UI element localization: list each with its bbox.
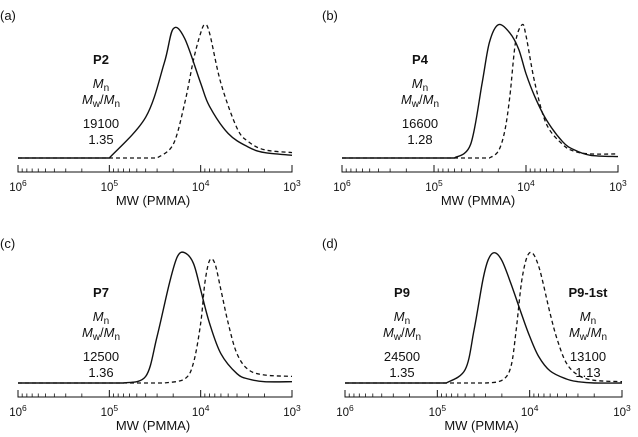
mn-value: 16600 [402,116,438,131]
mn-label: Mn [93,76,109,94]
x-tick-label: 103 [283,403,301,419]
solid-trace-line [18,26,293,159]
x-axis-title: MW (PMMA) [441,193,515,208]
x-tick-label: 103 [613,403,631,419]
pdi-value: 1.13 [575,365,600,380]
dashed-trace-line [18,258,293,384]
mn-value: 13100 [570,349,606,364]
mw-mn-label: Mw/Mn [401,92,439,110]
x-tick-label: 106 [333,178,351,194]
dashed-trace-line [18,23,293,159]
x-tick-label: 104 [517,178,535,194]
mw-mn-label: Mw/Mn [82,325,120,343]
pdi-value: 1.28 [407,132,432,147]
x-axis-title: MW (PMMA) [116,418,190,433]
x-tick-label: 104 [192,403,210,419]
panel-label: (b) [322,8,338,23]
solid-trace-line [342,23,619,159]
mn-label: Mn [580,309,596,327]
mn-value: 19100 [83,116,119,131]
pdi-value: 1.35 [389,365,414,380]
x-tick-label: 104 [192,178,210,194]
sample-name: P2 [93,52,109,67]
x-tick-label: 103 [609,178,627,194]
mw-mn-label: Mw/Mn [569,325,607,343]
pdi-value: 1.36 [88,365,113,380]
mw-mn-label: Mw/Mn [82,92,120,110]
panel-label: (a) [0,8,16,23]
mn-label: Mn [394,309,410,327]
sample-name: P9-1st [568,285,608,300]
x-axis-title: MW (PMMA) [444,418,518,433]
sample-name: P4 [412,52,429,67]
sample-name: P9 [394,285,410,300]
x-tick-label: 105 [101,403,119,419]
mn-value: 12500 [83,349,119,364]
pdi-value: 1.35 [88,132,113,147]
panel-label: (c) [0,236,15,251]
solid-trace-line [18,251,293,384]
x-tick-label: 104 [521,403,539,419]
solid-trace-line [345,251,623,384]
mn-label: Mn [93,309,109,327]
x-tick-label: 106 [9,403,27,419]
sample-name: P7 [93,285,109,300]
dashed-trace-line [342,23,619,159]
x-tick-label: 106 [336,403,354,419]
x-axis-title: MW (PMMA) [116,193,190,208]
mn-value: 24500 [384,349,420,364]
mw-mn-label: Mw/Mn [383,325,421,343]
panel-label: (d) [322,236,338,251]
x-tick-label: 106 [9,178,27,194]
mn-label: Mn [412,76,428,94]
x-tick-label: 103 [283,178,301,194]
x-tick-label: 105 [429,403,447,419]
x-tick-label: 105 [101,178,119,194]
x-tick-label: 105 [425,178,443,194]
